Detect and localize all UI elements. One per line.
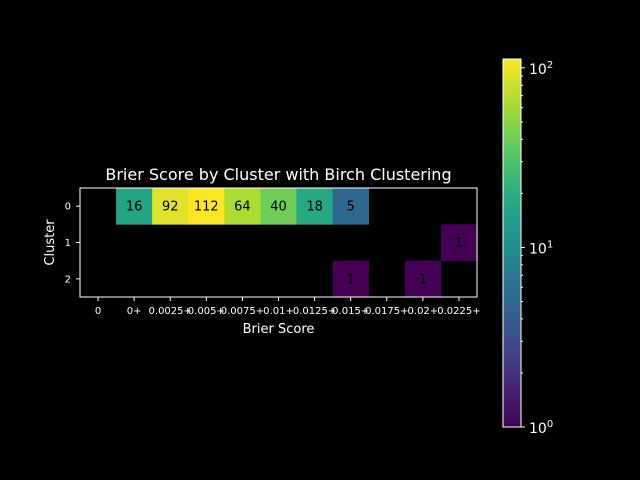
cell-value-label: 1 [419, 272, 427, 287]
x-tick-label: 0.015+ [332, 306, 369, 317]
x-tick-label: 0.02+ [408, 306, 439, 317]
heatmap-cell [404, 260, 442, 298]
heatmap-cell [332, 260, 370, 298]
heatmap-cell [440, 224, 478, 261]
heatmap-cell [188, 188, 225, 225]
x-tick-label: 0.005+ [188, 306, 225, 317]
y-tick-label: 1 [65, 238, 71, 249]
x-tick-label: 0+ [127, 306, 142, 317]
colorbar-tick-label: 101 [529, 239, 553, 257]
x-tick-label: 0.0175+ [365, 306, 408, 317]
cell-value-label: 1 [347, 272, 355, 287]
cell-value-label: 112 [194, 200, 219, 215]
x-axis-label: Brier Score [243, 322, 315, 337]
y-tick-label: 0 [65, 202, 71, 213]
cell-value-label: 64 [234, 200, 251, 215]
heatmap-cell [224, 188, 261, 225]
x-axis-ticks: 0 0+ 0.0025+0.005+0.0075+ 0.01+ 0.0125+0.015… [95, 297, 481, 317]
chart-title: Brier Score by Cluster with Birch Cluste… [105, 165, 451, 184]
cell-value-label: 16 [126, 200, 143, 215]
x-tick-label: 0.0075+ [221, 306, 264, 317]
heatmap-cells: 16 92 112 64 40 18 5 1 1 1 [116, 188, 478, 298]
colorbar-tick-label: 102 [529, 60, 553, 78]
heatmap-cell [152, 188, 189, 225]
cell-value-label: 92 [162, 200, 179, 215]
colorbar-ticks: 100 101 102 [521, 60, 553, 437]
cell-value-label: 18 [306, 200, 323, 215]
colorbar-tick-label: 100 [529, 419, 553, 437]
heatmap-cell [116, 188, 153, 225]
cell-value-label: 1 [455, 236, 463, 251]
y-axis-label: Cluster [43, 219, 58, 266]
y-axis-ticks: 0 1 2 [65, 202, 80, 285]
y-tick-label: 2 [65, 274, 71, 285]
cell-value-label: 5 [347, 200, 355, 215]
cell-value-label: 40 [270, 200, 287, 215]
x-tick-label: 0.0025+ [149, 306, 192, 317]
heatmap-cell [296, 188, 333, 225]
heatmap-cell [260, 188, 297, 225]
heatmap-cell [332, 188, 370, 225]
x-tick-label: 0 [95, 306, 101, 317]
x-tick-label: 0.0225+ [437, 306, 480, 317]
x-tick-label: 0.0125+ [293, 306, 336, 317]
x-tick-label: 0.01+ [263, 306, 294, 317]
colorbar [502, 58, 522, 428]
